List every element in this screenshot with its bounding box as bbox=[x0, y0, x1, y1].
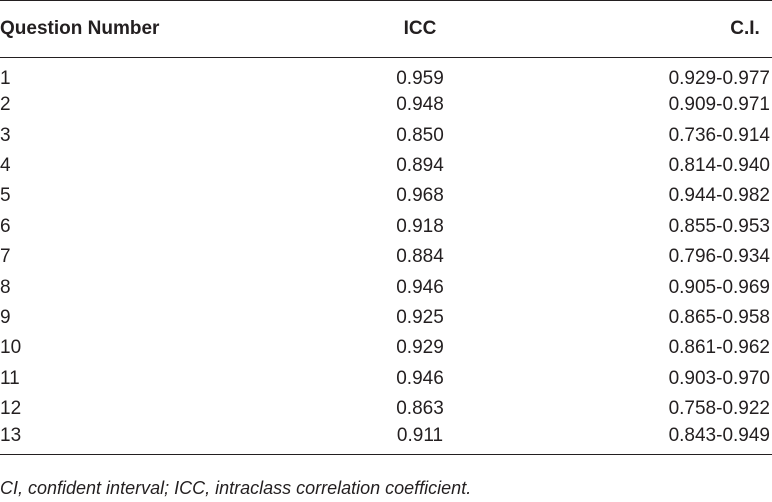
table-cell: 7 bbox=[0, 246, 11, 268]
table-cell: 0.959 bbox=[396, 68, 444, 89]
table-cell: 0.855-0.953 bbox=[668, 215, 770, 237]
table-row: 11 0.946 0.903-0.970 bbox=[0, 364, 772, 394]
table-row: 9 0.925 0.865-0.958 bbox=[0, 303, 772, 333]
table-cell: 0.925 bbox=[396, 306, 444, 328]
table-cell: 9 bbox=[0, 306, 11, 328]
table-cell: 0.929-0.977 bbox=[668, 68, 770, 89]
table-cell: 0.884 bbox=[396, 246, 444, 268]
table-row: 1 0.959 0.929-0.977 bbox=[0, 58, 772, 91]
footnote: CI, confident interval; ICC, intraclass … bbox=[0, 478, 472, 498]
table-row: 6 0.918 0.855-0.953 bbox=[0, 212, 772, 242]
table-cell: 2 bbox=[0, 94, 11, 116]
table-cell: 0.850 bbox=[396, 124, 444, 146]
table-row: 8 0.946 0.905-0.969 bbox=[0, 272, 772, 302]
table-row: 7 0.884 0.796-0.934 bbox=[0, 242, 772, 272]
table-row: 13 0.911 0.843-0.949 bbox=[0, 424, 772, 455]
table-cell: 0.948 bbox=[396, 94, 444, 116]
table-row: 4 0.894 0.814-0.940 bbox=[0, 151, 772, 181]
header-cell: ICC bbox=[403, 18, 437, 39]
table-row: 12 0.863 0.758-0.922 bbox=[0, 394, 772, 424]
table-cell: 0.863 bbox=[396, 398, 444, 420]
table-cell: 0.946 bbox=[396, 367, 444, 389]
table-cell: 10 bbox=[0, 337, 22, 359]
table-row: 3 0.850 0.736-0.914 bbox=[0, 120, 772, 150]
table-cell: 0.905-0.969 bbox=[668, 276, 770, 298]
data-table: Question Number ICC C.I. 1 0.959 0.929-0.977… bbox=[0, 0, 772, 455]
table-cell: 0.736-0.914 bbox=[668, 124, 770, 146]
header-cell: C.I. bbox=[730, 18, 760, 39]
table-cell: 0.894 bbox=[396, 154, 444, 176]
table-body: 1 0.959 0.929-0.977 2 0.948 0.909-0.971 3 0.850… bbox=[0, 58, 772, 455]
table-cell: 5 bbox=[0, 185, 11, 207]
table-cell: 0.861-0.962 bbox=[668, 337, 770, 359]
table-cell: 0.944-0.982 bbox=[668, 185, 770, 207]
table-cell: 12 bbox=[0, 398, 22, 420]
table-cell: 0.909-0.971 bbox=[668, 94, 770, 116]
table-cell: 0.903-0.970 bbox=[668, 367, 770, 389]
table-header: Question Number ICC C.I. bbox=[0, 0, 772, 58]
table-cell: 1 bbox=[0, 68, 11, 89]
table-cell: 11 bbox=[0, 367, 20, 389]
table-cell: 3 bbox=[0, 124, 11, 146]
table-cell: 0.814-0.940 bbox=[668, 154, 770, 176]
table-cell: 0.865-0.958 bbox=[668, 306, 770, 328]
table-row: 5 0.968 0.944-0.982 bbox=[0, 181, 772, 211]
table-cell: 0.796-0.934 bbox=[668, 246, 770, 268]
table-cell: 0.968 bbox=[396, 185, 444, 207]
table-row: 10 0.929 0.861-0.962 bbox=[0, 333, 772, 363]
table-cell: 4 bbox=[0, 154, 11, 176]
table-cell: 13 bbox=[0, 425, 22, 447]
table-cell: 6 bbox=[0, 215, 11, 237]
table-cell: 8 bbox=[0, 276, 11, 298]
table-cell: 0.946 bbox=[396, 276, 444, 298]
header-row: Question Number ICC C.I. bbox=[0, 0, 772, 58]
header-cell: Question Number bbox=[0, 18, 160, 39]
table-cell: 0.911 bbox=[396, 425, 444, 447]
table-cell: 0.918 bbox=[396, 215, 444, 237]
table-cell: 0.758-0.922 bbox=[668, 398, 770, 420]
table-row: 2 0.948 0.909-0.971 bbox=[0, 90, 772, 120]
table-cell: 0.843-0.949 bbox=[668, 425, 770, 447]
table-cell: 0.929 bbox=[396, 337, 444, 359]
